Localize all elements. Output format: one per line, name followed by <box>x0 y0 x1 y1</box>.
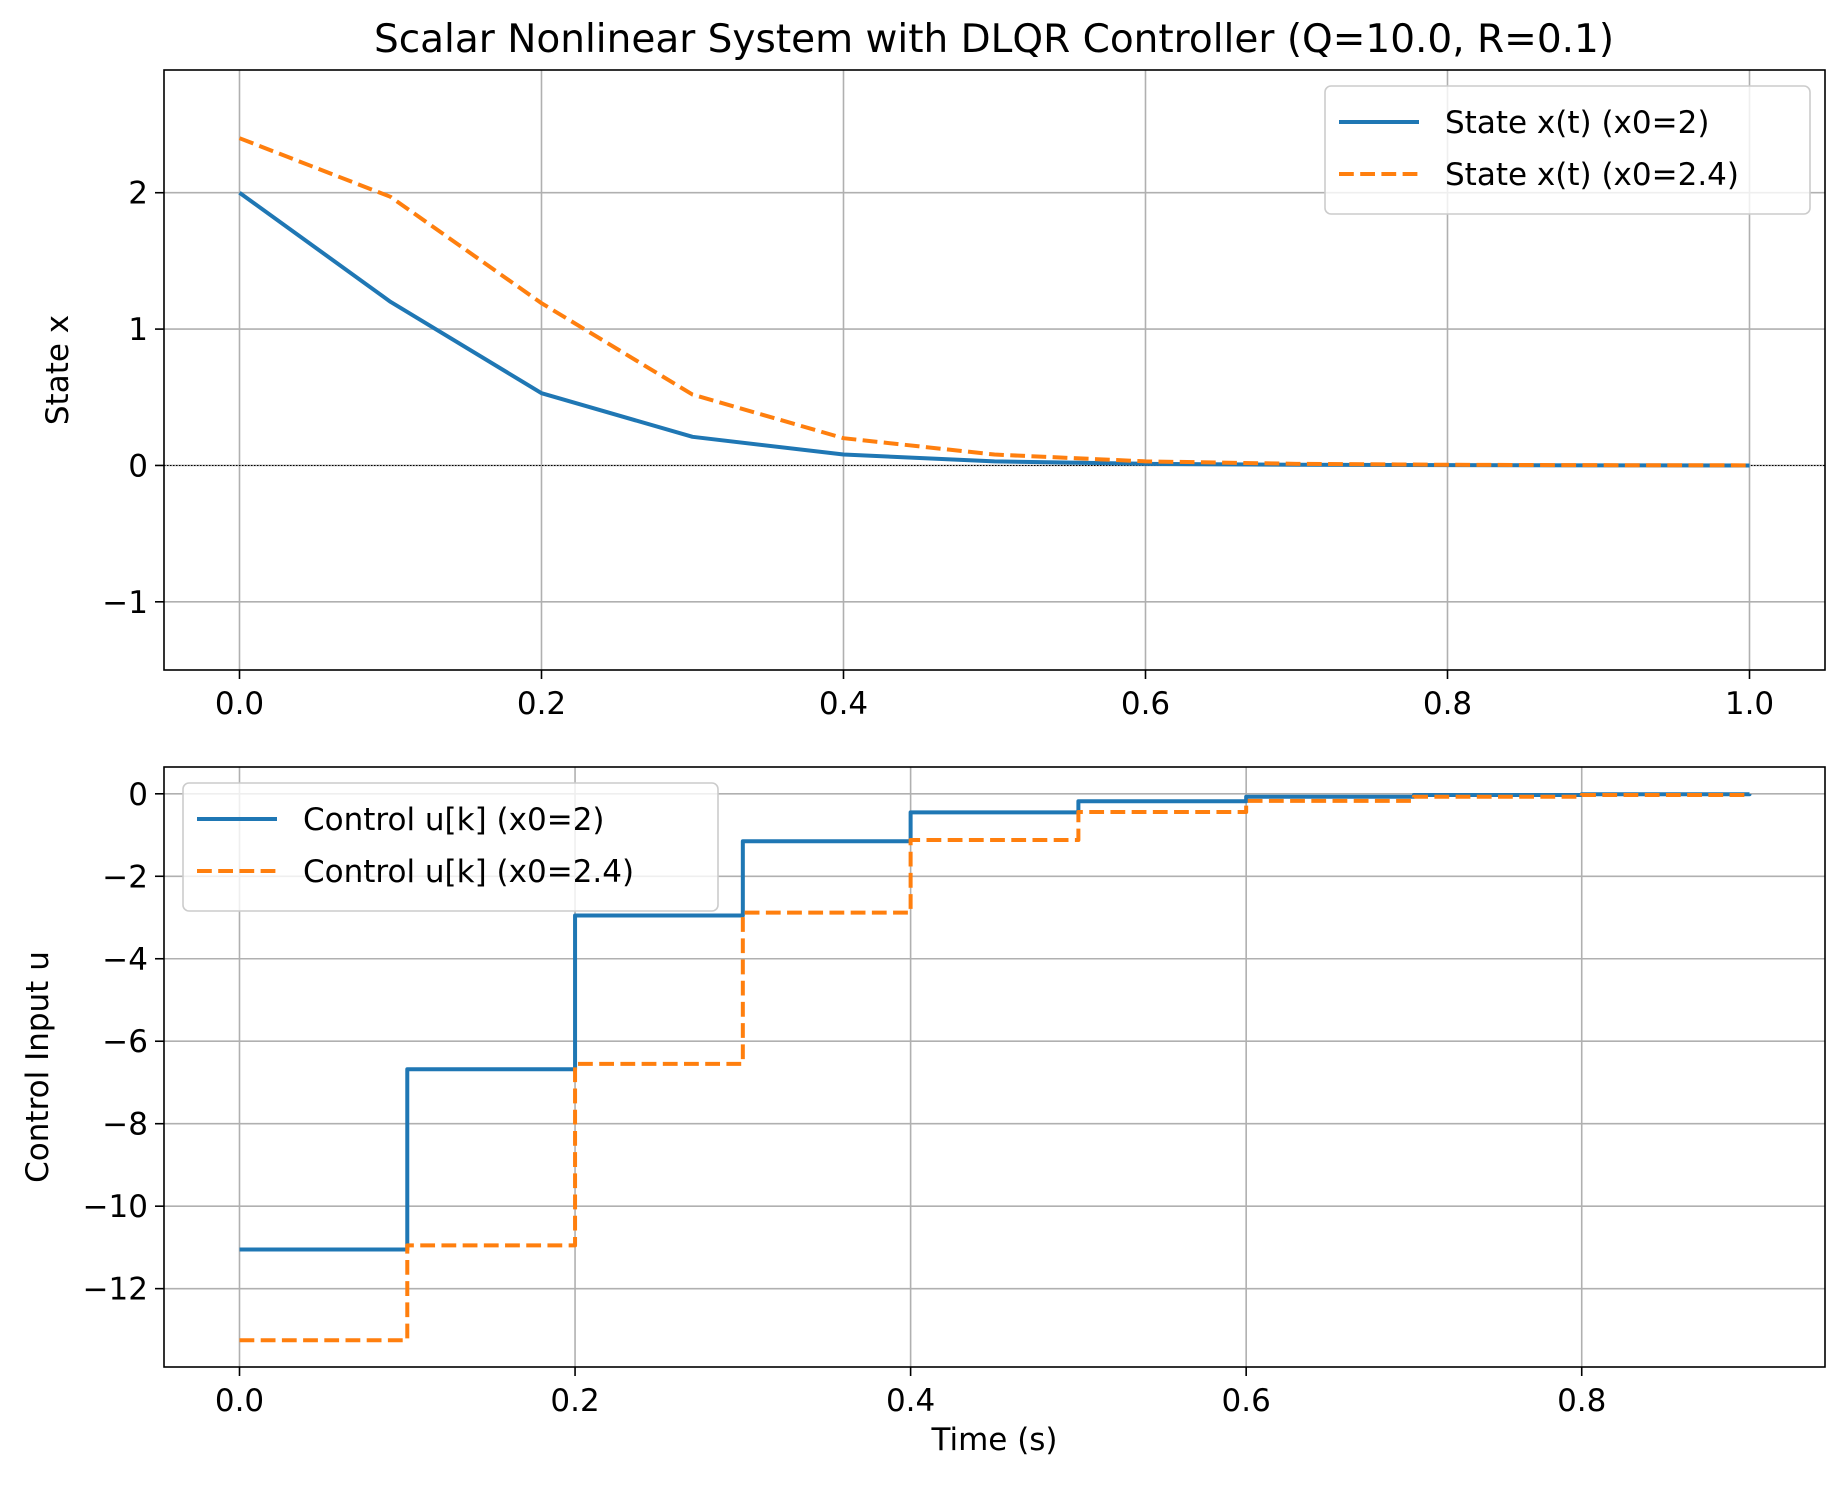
axes-frame <box>163 69 1826 671</box>
legend-label-1: Control u[k] (x0=2) <box>303 802 605 838</box>
legend-label-2: Control u[k] (x0=2.4) <box>303 854 634 890</box>
y-tick-label: −1 <box>102 585 148 621</box>
series-line-2 <box>238 136 1750 468</box>
x-tick-label: 0.0 <box>215 686 264 722</box>
x-tick-label: 0.6 <box>1121 686 1170 722</box>
x-tick-label: 0.8 <box>1423 686 1472 722</box>
state-chart: 0.0 0.2 0.4 0.6 0.8 1.0 −1 0 1 2 State x State x(t)… <box>40 69 1826 722</box>
y-tick-label: −2 <box>102 859 148 895</box>
x-axis-label: Time (s) <box>930 1422 1057 1458</box>
x-tick-label: 0.2 <box>550 1383 599 1419</box>
x-tick-label: 1.0 <box>1725 686 1774 722</box>
y-axis-label: Control Input u <box>20 951 56 1183</box>
y-tick-label: −8 <box>102 1107 148 1143</box>
y-tick-label: 2 <box>128 176 148 212</box>
x-tick-label: 0.2 <box>517 686 566 722</box>
x-tick-label: 0.4 <box>886 1383 935 1419</box>
legend-label-1: State x(t) (x0=2) <box>1445 105 1709 141</box>
y-tick-label: −4 <box>102 942 148 978</box>
legend-label-2: State x(t) (x0=2.4) <box>1445 157 1739 193</box>
y-tick-label: −10 <box>83 1189 148 1225</box>
x-tick-label: 0.4 <box>819 686 868 722</box>
x-tick-label: 0.8 <box>1557 1383 1606 1419</box>
control-chart: 0.0 0.2 0.4 0.6 0.8 −12 −10 −8 −6 −4 −2 0 Control In… <box>20 766 1826 1458</box>
legend: Control u[k] (x0=2) Control u[k] (x0=2.4) <box>182 782 719 912</box>
x-tick-label: 0.0 <box>215 1383 264 1419</box>
y-axis-label: State x <box>40 315 76 425</box>
y-tick-label: 0 <box>128 448 148 484</box>
y-tick-label: 0 <box>128 777 148 813</box>
series-line-2 <box>239 793 1752 1343</box>
x-tick-label: 0.6 <box>1222 1383 1271 1419</box>
axes-frame <box>163 766 1826 1368</box>
y-tick-label: 1 <box>128 312 148 348</box>
y-tick-label: −12 <box>83 1272 148 1308</box>
y-tick-label: −6 <box>102 1024 148 1060</box>
chart-title: Scalar Nonlinear System with DLQR Contro… <box>374 17 1614 62</box>
legend: State x(t) (x0=2) State x(t) (x0=2.4) <box>1324 85 1811 215</box>
